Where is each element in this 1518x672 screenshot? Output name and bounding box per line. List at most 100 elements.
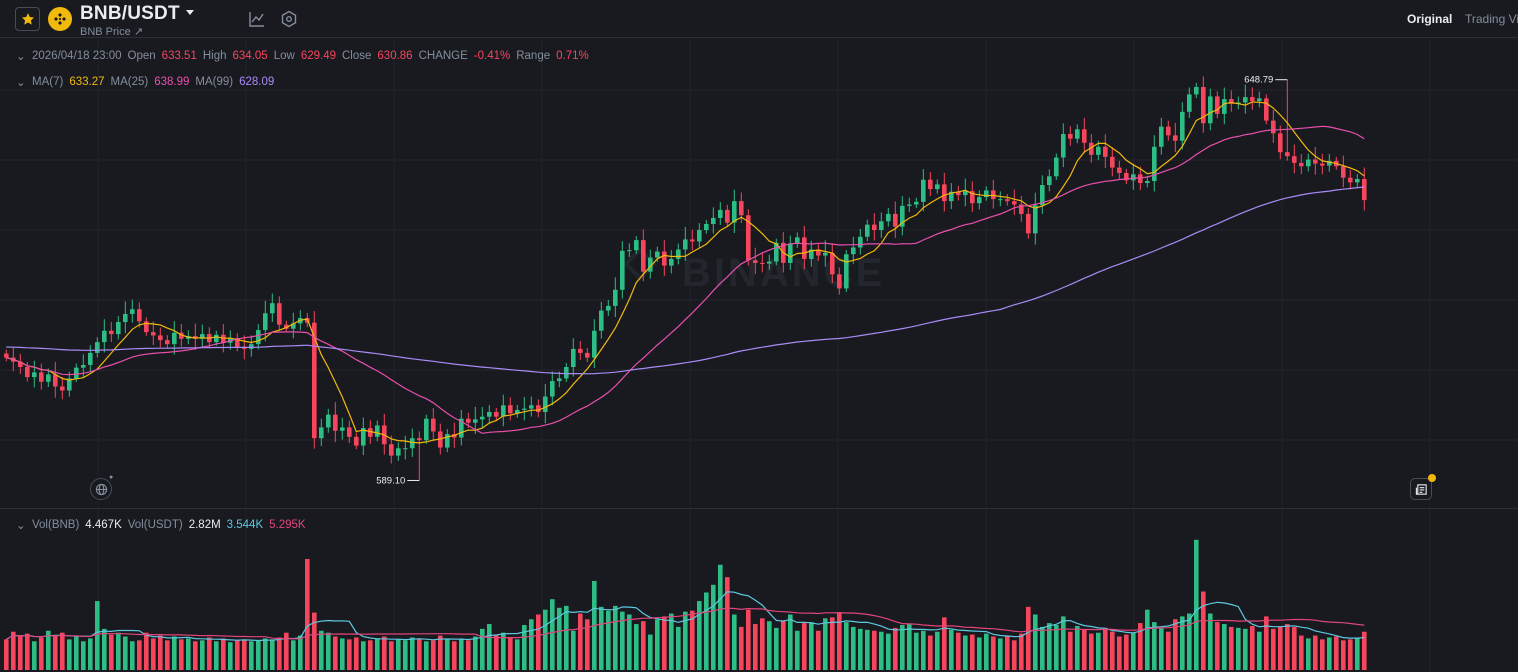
candle-body — [529, 405, 534, 409]
candle-body — [704, 223, 709, 231]
volume-bar — [956, 632, 961, 670]
candle-body — [81, 364, 86, 368]
volume-bar — [179, 639, 184, 670]
volume-bar — [984, 633, 989, 670]
volume-bar — [403, 640, 408, 670]
candle-body — [739, 201, 744, 216]
volume-bar — [1264, 616, 1269, 670]
volume-bar — [1131, 632, 1136, 670]
candle-body — [340, 427, 345, 431]
open-value: 633.51 — [161, 50, 197, 62]
candle-body — [1250, 97, 1255, 102]
tab-original[interactable]: Original — [1407, 12, 1453, 26]
ohlc-datetime: 2026/04/18 23:00 — [32, 50, 122, 62]
volume-ma-long-line — [6, 607, 1365, 640]
favorite-button[interactable] — [15, 7, 40, 31]
volume-bar — [627, 614, 632, 670]
candle-body — [480, 416, 485, 420]
settings-hex-icon[interactable] — [280, 10, 298, 28]
news-icon — [1415, 483, 1427, 495]
volume-bar — [515, 639, 520, 670]
candle-body — [1047, 176, 1052, 186]
volume-bar — [340, 638, 345, 670]
volume-bar — [1005, 635, 1010, 670]
candle-body — [991, 190, 996, 200]
low-marker-label: 589.10 — [376, 475, 405, 486]
collapse-chevron-icon[interactable]: ⌄ — [16, 77, 26, 89]
indicator-chart-icon[interactable] — [248, 10, 266, 28]
ma99-line — [6, 186, 1365, 375]
candle-body — [606, 305, 611, 311]
pane-divider[interactable] — [0, 508, 1518, 509]
candle-body — [46, 374, 51, 382]
collapse-chevron-icon[interactable]: ⌄ — [16, 51, 26, 63]
volume-bar — [830, 617, 835, 670]
candle-body — [1124, 172, 1129, 181]
candle-body — [893, 213, 898, 227]
collapse-chevron-icon[interactable]: ⌄ — [16, 520, 26, 532]
candle-body — [802, 237, 807, 259]
volume-bar — [1117, 636, 1122, 670]
vol-bnb-label: Vol(BNB) — [32, 519, 80, 531]
candle-body — [1082, 129, 1087, 143]
volume-bar — [585, 619, 590, 670]
candle-body — [144, 321, 149, 333]
candle-body — [501, 405, 506, 417]
ma25-label: MA(25) — [110, 76, 149, 88]
volume-bar — [767, 621, 772, 670]
candle-body — [438, 431, 443, 448]
candle-body — [634, 240, 639, 251]
volume-bar — [256, 640, 261, 670]
candle-body — [718, 209, 723, 218]
volume-bar — [1110, 631, 1115, 670]
star-icon — [21, 13, 34, 25]
news-button[interactable] — [1410, 478, 1432, 500]
volume-bar — [879, 631, 884, 670]
candle-body — [1271, 120, 1276, 134]
candle-body — [970, 191, 975, 204]
volume-bar — [1250, 625, 1255, 670]
volume-bar — [333, 636, 338, 670]
volume-bar — [1124, 634, 1129, 670]
ma7-line — [6, 101, 1365, 444]
volume-bar — [417, 638, 422, 670]
candle-body — [522, 408, 527, 410]
volume-bar — [557, 607, 562, 670]
subtitle-text: BNB Price — [80, 26, 131, 38]
candle-body — [921, 179, 926, 202]
candle-body — [613, 289, 618, 306]
volume-bar — [1166, 631, 1171, 670]
candle-body — [88, 352, 93, 365]
candle-body — [1145, 181, 1150, 184]
candle-body — [123, 313, 128, 323]
volume-bar — [1292, 626, 1297, 670]
candle-body — [354, 436, 359, 446]
candle-body — [396, 448, 401, 456]
candle-body — [179, 332, 184, 339]
candle-body — [1229, 99, 1234, 104]
candle-body — [1341, 166, 1346, 178]
volume-bar — [368, 640, 373, 670]
candle-body — [508, 405, 513, 414]
volume-bar — [487, 624, 492, 670]
volume-bar — [1075, 625, 1080, 670]
volume-bar — [795, 630, 800, 670]
candle-body — [151, 332, 156, 336]
candle-body — [368, 428, 373, 437]
chevron-down-icon[interactable] — [185, 8, 195, 18]
globe-button[interactable] — [90, 478, 112, 500]
volume-bar — [270, 639, 275, 670]
candle-body — [1243, 97, 1248, 103]
volume-bar — [1047, 623, 1052, 670]
subtitle-link[interactable]: BNB Price ↗ — [80, 25, 143, 38]
volume-bar — [242, 639, 247, 670]
candle-body — [326, 414, 331, 428]
candle-body — [67, 378, 72, 391]
change-label: CHANGE — [418, 50, 468, 62]
pair-title[interactable]: BNB/USDT — [80, 3, 180, 24]
volume-bar — [844, 622, 849, 670]
volume-bar — [977, 637, 982, 670]
candle-body — [375, 425, 380, 437]
tab-trading-view[interactable]: Trading View — [1465, 12, 1518, 26]
